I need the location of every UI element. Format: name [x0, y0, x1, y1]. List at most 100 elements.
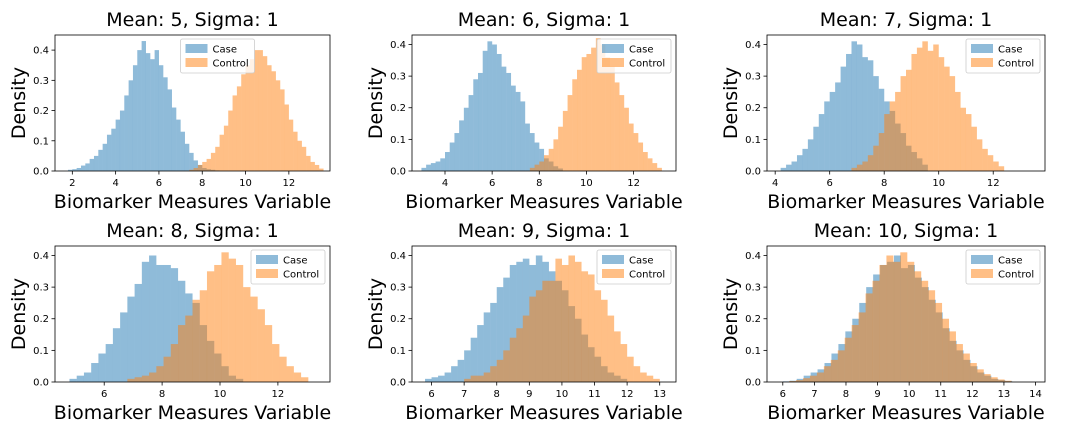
bar: [264, 325, 273, 382]
bar: [633, 133, 639, 171]
bar: [449, 142, 455, 171]
bar: [319, 168, 324, 171]
bar: [202, 161, 207, 171]
bar: [976, 369, 984, 382]
bar: [567, 95, 573, 171]
bar: [223, 125, 229, 171]
bar: [91, 363, 99, 382]
bar: [928, 290, 936, 382]
legend-label-case: Case: [629, 256, 653, 267]
bar: [297, 140, 302, 171]
legend-label-control: Control: [283, 270, 319, 281]
bar: [470, 375, 478, 382]
bar: [900, 76, 907, 171]
bar: [780, 167, 787, 171]
bar: [813, 126, 819, 171]
bar: [215, 146, 220, 171]
bar: [156, 366, 164, 382]
x-tick-label: 2: [69, 178, 75, 189]
bar: [816, 372, 824, 382]
legend-swatch-case: [185, 44, 208, 53]
bar: [206, 271, 215, 382]
bar: [98, 149, 103, 171]
x-tick-label: 14: [1029, 389, 1042, 400]
bar: [257, 309, 265, 382]
x-tick-label: 7: [461, 389, 467, 400]
axes-frame: [54, 34, 331, 172]
bar: [112, 328, 121, 382]
y-tick-label: 0.3: [745, 283, 761, 294]
bar: [477, 375, 484, 382]
subplot-3: 4 6 8 10 12 0.0 0.1 0.2 0.3 0.4 Mean: 7, Sigma: 1 B…: [720, 9, 1046, 213]
bar: [425, 378, 432, 382]
bar: [490, 366, 497, 382]
bar: [515, 91, 521, 171]
bar: [803, 378, 811, 382]
legend: Case Control: [965, 38, 1041, 74]
bar: [624, 107, 629, 171]
bar: [506, 72, 512, 171]
y-tick-label: 0.0: [745, 378, 761, 389]
y-axis-label: Density: [365, 278, 387, 350]
bar: [105, 344, 113, 382]
bar: [154, 50, 159, 171]
bar: [180, 131, 185, 171]
bar: [534, 164, 540, 171]
bar: [520, 101, 526, 171]
bar: [647, 158, 653, 171]
subplot-4: 6 8 10 12 0.0 0.1 0.2 0.3 0.4 Mean: 8, Sigma: 1 Bi…: [8, 220, 331, 424]
bar: [163, 264, 171, 382]
bar: [914, 271, 922, 382]
bar: [837, 350, 845, 382]
bar: [830, 359, 838, 382]
bar: [150, 59, 155, 171]
bar: [789, 381, 797, 382]
x-tick-label: 6: [826, 178, 832, 189]
bar: [478, 72, 483, 171]
bar: [561, 264, 569, 382]
bar: [878, 88, 885, 171]
legend: Case Control: [965, 249, 1041, 285]
bar: [496, 53, 502, 172]
legend: Case Control: [250, 249, 326, 285]
bar: [301, 377, 309, 382]
bar: [76, 167, 82, 171]
bar: [503, 277, 510, 382]
bar: [884, 114, 890, 171]
legend-swatch-case: [971, 44, 993, 53]
bar: [421, 167, 427, 171]
x-tick-label: 6: [780, 389, 786, 400]
legend-swatch-control: [602, 58, 624, 67]
bar: [76, 375, 84, 382]
subplot-title: Mean: 5, Sigma: 1: [106, 9, 278, 31]
bar: [548, 280, 556, 382]
x-tick-label: 10: [580, 178, 593, 189]
x-tick-label: 11: [934, 389, 947, 400]
bar: [886, 255, 894, 382]
bar: [178, 325, 186, 382]
bar: [293, 372, 302, 382]
bar: [844, 337, 852, 382]
axes-frame: [411, 245, 677, 383]
bar: [149, 255, 157, 382]
bar: [93, 155, 99, 171]
subplot-title: Mean: 10, Sigma: 1: [814, 220, 999, 242]
y-axis-label: Density: [365, 67, 387, 139]
bar: [468, 95, 474, 171]
bar: [470, 337, 478, 382]
bar: [529, 133, 535, 171]
x-tick-label: 6: [156, 178, 162, 189]
legend-label-control: Control: [998, 59, 1034, 70]
bar: [867, 60, 874, 171]
bar: [124, 95, 129, 171]
bar: [490, 302, 497, 382]
bar: [906, 69, 912, 171]
bar: [614, 331, 621, 382]
bar: [314, 164, 320, 171]
bar: [243, 287, 251, 382]
x-axis-label: Biomarker Measures Variable: [767, 402, 1044, 424]
bar: [483, 372, 491, 382]
bar: [280, 89, 285, 171]
y-axis-label: Density: [720, 278, 742, 350]
y-tick-label: 0.1: [33, 136, 49, 147]
